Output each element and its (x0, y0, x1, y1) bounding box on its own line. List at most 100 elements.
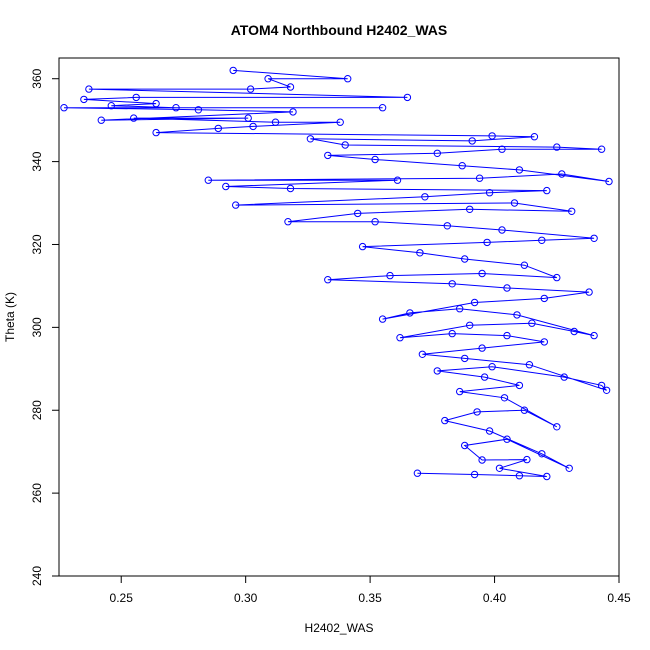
y-tick-label: 280 (30, 400, 44, 420)
x-tick-label: 0.25 (110, 591, 134, 605)
chart-title: ATOM4 Northbound H2402_WAS (231, 22, 448, 38)
data-point (605, 177, 613, 186)
data-point (232, 201, 240, 209)
x-tick-label: 0.40 (483, 591, 507, 605)
data-point (540, 294, 548, 303)
data-point (172, 104, 180, 112)
data-point (461, 354, 469, 363)
data-point (570, 327, 578, 336)
data-point (456, 387, 464, 396)
data-point (597, 145, 606, 153)
data-point (480, 373, 489, 381)
data-point (244, 114, 252, 122)
data-point (503, 435, 511, 443)
data-point (478, 344, 486, 352)
data-point (543, 472, 551, 481)
data-point (371, 218, 379, 226)
data-point (433, 367, 441, 375)
data-point (510, 199, 519, 207)
data-point (558, 170, 566, 178)
data-point (500, 394, 509, 402)
data-point (528, 319, 536, 327)
data-point (284, 218, 292, 226)
data-point (406, 309, 414, 317)
data-point (590, 331, 598, 340)
data-point (515, 472, 524, 480)
data-point (229, 66, 237, 75)
data-point (466, 205, 474, 214)
y-tick-label: 320 (30, 234, 44, 254)
x-axis: 0.25 0.30 0.35 0.40 0.45 (110, 576, 631, 605)
data-point (488, 363, 496, 371)
data-point (498, 226, 506, 234)
data-point (448, 329, 456, 338)
data-point (520, 406, 529, 414)
data-point (553, 143, 561, 151)
data-point (540, 338, 548, 346)
data-point (441, 416, 449, 425)
data-point (416, 249, 424, 257)
data-point (448, 280, 456, 288)
data-point (341, 141, 349, 149)
data-point (286, 83, 295, 91)
data-point (475, 174, 484, 182)
data-point (324, 151, 332, 160)
data-point (354, 209, 362, 218)
data-point (396, 334, 404, 342)
data-point (249, 122, 257, 131)
series-layer (60, 66, 613, 481)
data-point (515, 381, 524, 390)
data-point (498, 145, 506, 153)
x-tick-label: 0.30 (234, 591, 258, 605)
data-point (538, 236, 546, 245)
data-point (97, 116, 106, 124)
data-point (525, 361, 534, 369)
data-point (473, 408, 481, 416)
y-tick-label: 240 (30, 566, 44, 586)
data-point (590, 234, 598, 243)
data-point (513, 311, 521, 319)
data-point (485, 189, 494, 197)
data-point (130, 114, 138, 122)
data-point (458, 162, 466, 170)
y-tick-label: 340 (30, 151, 44, 171)
y-tick-label: 360 (30, 68, 44, 88)
data-point (470, 470, 479, 479)
data-point (585, 288, 593, 296)
y-tick-label: 300 (30, 317, 44, 337)
data-point (204, 176, 213, 184)
data-point (289, 108, 297, 116)
data-point (543, 186, 551, 195)
data-point (466, 321, 474, 329)
data-point (483, 238, 491, 247)
data-point (418, 350, 427, 358)
series-line (63, 69, 610, 477)
data-point (503, 284, 511, 292)
data-point (461, 441, 469, 450)
data-point (271, 118, 280, 126)
data-point (553, 423, 561, 431)
data-point (602, 386, 611, 394)
data-point (344, 75, 352, 83)
data-point (488, 132, 496, 140)
data-point (553, 273, 561, 282)
data-point (336, 118, 344, 126)
plot-frame (58, 57, 620, 577)
data-point (470, 298, 479, 307)
data-point (478, 456, 486, 464)
data-point (378, 104, 387, 112)
data-point (485, 427, 494, 435)
data-point (393, 176, 402, 184)
data-point (530, 133, 539, 141)
x-axis-label: H2402_WAS (305, 621, 374, 635)
data-point (403, 93, 412, 102)
data-point (421, 193, 429, 201)
data-point (461, 255, 469, 263)
y-axis: 240 260 280 300 320 340 360 (30, 68, 59, 586)
data-point (286, 184, 295, 193)
data-point (324, 276, 332, 284)
data-point (495, 464, 504, 472)
data-point (80, 95, 88, 104)
data-point (222, 182, 230, 191)
